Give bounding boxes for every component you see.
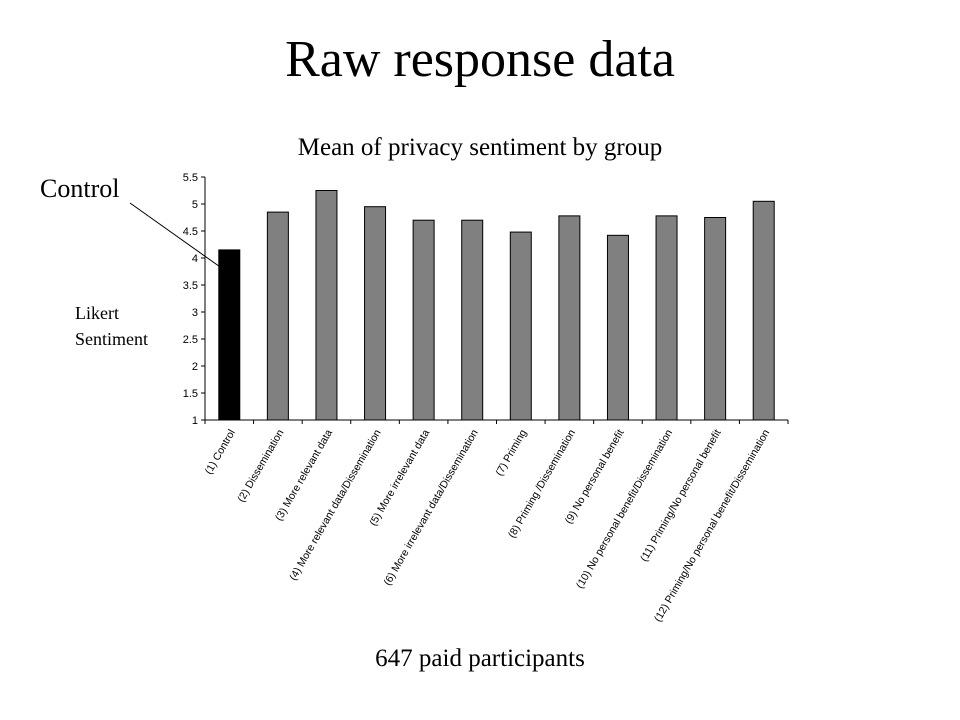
bar-control bbox=[218, 249, 241, 421]
bar bbox=[655, 215, 678, 421]
bar bbox=[606, 234, 629, 421]
bar bbox=[752, 200, 775, 421]
bar bbox=[509, 231, 532, 421]
x-category-label: (4) More relevant data/Dissemination bbox=[287, 427, 384, 582]
x-category-label: (1) Control bbox=[203, 428, 238, 477]
y-tick-label: 1.5 bbox=[183, 388, 198, 400]
y-tick-label: 2.5 bbox=[183, 334, 198, 346]
slide-title: Raw response data bbox=[285, 31, 675, 88]
bar bbox=[461, 219, 484, 421]
bar bbox=[558, 215, 581, 421]
bar bbox=[266, 211, 289, 421]
x-category-label: (10) No personal benefit/Dissemination bbox=[574, 427, 675, 590]
y-tick-label: 5.5 bbox=[183, 172, 198, 184]
y-tick-label: 4 bbox=[192, 253, 198, 265]
bar bbox=[364, 206, 387, 421]
y-tick-label: 4.5 bbox=[183, 226, 198, 238]
control-callout-label: Control bbox=[40, 174, 120, 203]
bar bbox=[704, 217, 727, 421]
x-category-label: (7) Priming bbox=[493, 427, 529, 478]
participants-note: 647 paid participants bbox=[375, 645, 585, 672]
y-axis-label-line-1: Likert bbox=[75, 303, 119, 323]
callout-leader-line bbox=[129, 202, 232, 276]
y-tick-label: 3.5 bbox=[183, 280, 198, 292]
y-axis-label: Likert Sentiment bbox=[75, 300, 185, 352]
y-tick-label: 5 bbox=[192, 199, 198, 211]
y-tick-label: 3 bbox=[192, 307, 198, 319]
x-category-label: (11) Priming/No personal benefit bbox=[638, 427, 724, 563]
chart-title: Mean of privacy sentiment by group bbox=[297, 134, 663, 161]
y-tick-label: 1 bbox=[192, 415, 198, 427]
y-axis-label-line-2: Sentiment bbox=[75, 329, 148, 349]
bar bbox=[412, 219, 435, 421]
x-category-label: (2) Dissemination bbox=[235, 427, 286, 504]
x-category-label: (6) More irrelevant data/Dissemination bbox=[381, 427, 480, 587]
y-tick-label: 2 bbox=[192, 361, 198, 373]
bar bbox=[315, 190, 338, 421]
